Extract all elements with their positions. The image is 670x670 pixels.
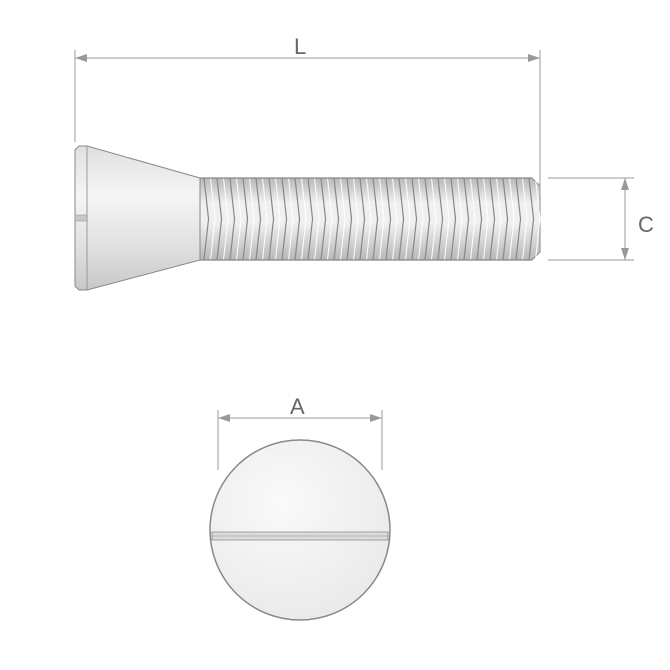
end-view-head xyxy=(210,440,390,620)
head-slot-side xyxy=(75,215,87,221)
screw-side-view xyxy=(75,146,540,290)
screw-end-view xyxy=(210,440,390,620)
diagram-svg xyxy=(0,0,670,670)
dimension-label-L: L xyxy=(294,34,306,60)
dimension-label-C: C xyxy=(638,212,654,238)
screw-head xyxy=(75,146,200,290)
dimension-label-A: A xyxy=(290,394,305,420)
diagram-canvas: L C A xyxy=(0,0,670,670)
